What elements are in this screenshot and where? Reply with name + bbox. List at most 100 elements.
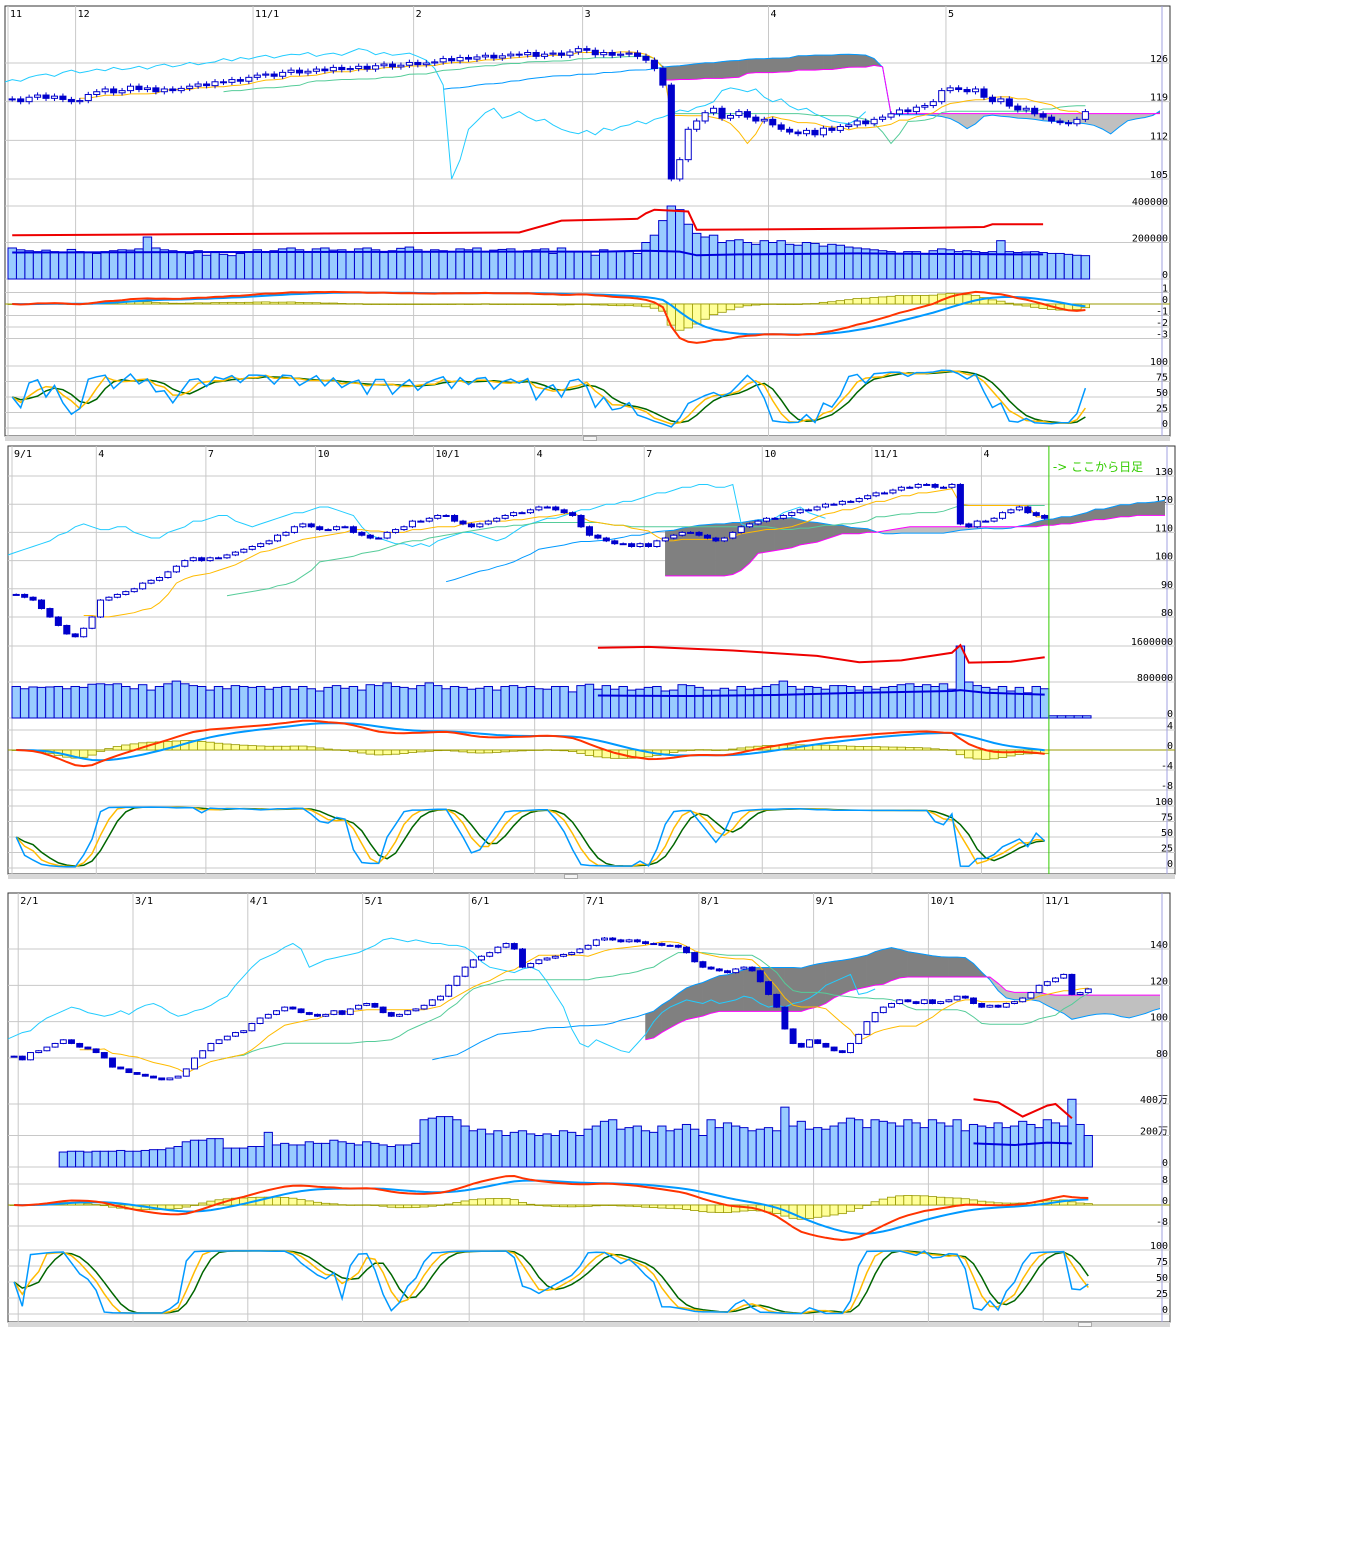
candlestick[interactable]: [396, 1013, 403, 1017]
candlestick[interactable]: [602, 536, 610, 543]
candlestick[interactable]: [248, 545, 256, 551]
candlestick[interactable]: [862, 118, 870, 127]
candlestick[interactable]: [650, 57, 658, 72]
candlestick[interactable]: [240, 548, 248, 554]
candlestick[interactable]: [281, 1006, 289, 1012]
candlestick[interactable]: [113, 593, 121, 599]
candlestick[interactable]: [889, 488, 897, 495]
candlestick[interactable]: [21, 593, 29, 599]
candlestick[interactable]: [346, 65, 354, 73]
candlestick[interactable]: [923, 483, 931, 486]
candlestick[interactable]: [51, 1042, 59, 1048]
candlestick[interactable]: [703, 534, 712, 540]
candlestick[interactable]: [1002, 1002, 1010, 1008]
candlestick[interactable]: [658, 942, 666, 947]
candlestick[interactable]: [295, 67, 304, 76]
candlestick[interactable]: [46, 607, 54, 618]
candlestick[interactable]: [715, 968, 723, 972]
candlestick[interactable]: [130, 587, 138, 593]
candlestick[interactable]: [863, 1020, 871, 1036]
candlestick[interactable]: [735, 109, 743, 119]
candlestick[interactable]: [380, 61, 388, 69]
candlestick[interactable]: [828, 125, 836, 133]
candlestick[interactable]: [650, 942, 658, 946]
candlestick[interactable]: [737, 525, 745, 534]
candlestick[interactable]: [110, 86, 118, 96]
candlestick[interactable]: [752, 114, 760, 124]
candlestick[interactable]: [448, 55, 456, 64]
candlestick[interactable]: [855, 497, 863, 503]
candlestick[interactable]: [661, 536, 669, 543]
candlestick[interactable]: [724, 969, 731, 974]
candlestick[interactable]: [802, 127, 811, 137]
candlestick[interactable]: [228, 76, 236, 86]
candlestick[interactable]: [619, 542, 627, 546]
candlestick[interactable]: [515, 51, 523, 58]
candlestick[interactable]: [437, 995, 444, 1001]
candlestick[interactable]: [101, 86, 109, 95]
candlestick[interactable]: [17, 96, 25, 105]
candlestick[interactable]: [232, 1031, 239, 1037]
candlestick[interactable]: [490, 52, 498, 61]
candlestick[interactable]: [262, 71, 270, 78]
candlestick[interactable]: [814, 1039, 822, 1045]
candlestick[interactable]: [422, 60, 430, 68]
candlestick[interactable]: [27, 1051, 34, 1061]
candlestick[interactable]: [358, 531, 366, 537]
candlestick[interactable]: [670, 533, 678, 540]
candlestick[interactable]: [760, 116, 768, 124]
candlestick[interactable]: [609, 937, 617, 941]
candlestick[interactable]: [355, 63, 363, 72]
candlestick[interactable]: [76, 1042, 84, 1048]
candlestick[interactable]: [248, 1022, 256, 1032]
scrollbar-thumb[interactable]: [1078, 1322, 1092, 1327]
candlestick[interactable]: [743, 109, 751, 120]
candlestick[interactable]: [732, 968, 740, 974]
candlestick[interactable]: [693, 118, 701, 132]
candlestick[interactable]: [956, 483, 964, 526]
candlestick[interactable]: [338, 64, 346, 73]
candlestick[interactable]: [431, 59, 439, 66]
candlestick[interactable]: [931, 483, 939, 489]
candlestick[interactable]: [633, 50, 642, 60]
candlestick[interactable]: [853, 118, 861, 128]
candlestick[interactable]: [50, 93, 59, 102]
candlestick[interactable]: [1007, 508, 1015, 514]
candlestick[interactable]: [314, 1013, 321, 1017]
candlestick[interactable]: [375, 536, 383, 540]
candlestick[interactable]: [683, 946, 690, 954]
candlestick[interactable]: [1084, 988, 1092, 994]
candlestick[interactable]: [501, 514, 509, 520]
candlestick[interactable]: [872, 491, 880, 498]
candlestick[interactable]: [34, 92, 42, 100]
candlestick[interactable]: [864, 494, 872, 500]
candlestick[interactable]: [594, 534, 602, 540]
candlestick[interactable]: [139, 582, 147, 590]
candlestick[interactable]: [789, 1028, 797, 1045]
candlestick[interactable]: [965, 522, 973, 529]
candlestick[interactable]: [245, 74, 253, 84]
candlestick[interactable]: [155, 576, 164, 582]
candlestick[interactable]: [96, 599, 105, 618]
candlestick[interactable]: [1015, 505, 1023, 512]
candlestick[interactable]: [502, 942, 510, 949]
candlestick[interactable]: [946, 85, 954, 94]
candlestick[interactable]: [961, 995, 969, 999]
candlestick[interactable]: [76, 97, 84, 105]
candlestick[interactable]: [779, 514, 787, 520]
candlestick[interactable]: [304, 68, 312, 76]
candlestick[interactable]: [845, 122, 853, 130]
candlestick[interactable]: [109, 1057, 116, 1068]
candlestick[interactable]: [978, 1002, 986, 1008]
candlestick[interactable]: [392, 528, 400, 534]
candlestick[interactable]: [420, 1004, 428, 1010]
candlestick[interactable]: [771, 517, 779, 520]
candlestick[interactable]: [199, 1050, 207, 1059]
candlestick[interactable]: [464, 54, 473, 62]
candlestick[interactable]: [895, 107, 904, 117]
candlestick[interactable]: [1024, 505, 1032, 514]
candlestick[interactable]: [1052, 977, 1059, 983]
candlestick[interactable]: [122, 590, 130, 596]
candlestick[interactable]: [117, 1066, 125, 1070]
candlestick[interactable]: [756, 969, 764, 983]
